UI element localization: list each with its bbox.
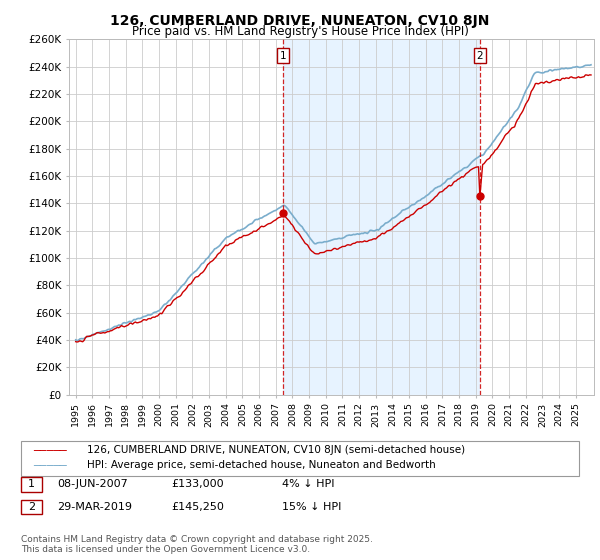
Text: 15% ↓ HPI: 15% ↓ HPI [282, 502, 341, 512]
Text: 08-JUN-2007: 08-JUN-2007 [57, 479, 128, 489]
Text: HPI: Average price, semi-detached house, Nuneaton and Bedworth: HPI: Average price, semi-detached house,… [87, 460, 436, 470]
Text: 2: 2 [28, 502, 35, 512]
Text: ─────: ───── [33, 445, 67, 455]
Text: 126, CUMBERLAND DRIVE, NUNEATON, CV10 8JN (semi-detached house): 126, CUMBERLAND DRIVE, NUNEATON, CV10 8J… [87, 445, 465, 455]
Text: £133,000: £133,000 [171, 479, 224, 489]
Text: 126, CUMBERLAND DRIVE, NUNEATON, CV10 8JN (semi-detached house): 126, CUMBERLAND DRIVE, NUNEATON, CV10 8J… [87, 445, 465, 455]
Text: 4% ↓ HPI: 4% ↓ HPI [282, 479, 335, 489]
Text: ─────: ───── [33, 460, 67, 470]
Text: 1: 1 [28, 479, 35, 489]
Text: Contains HM Land Registry data © Crown copyright and database right 2025.
This d: Contains HM Land Registry data © Crown c… [21, 535, 373, 554]
Bar [283, 39, 479, 395]
Text: HPI: Average price, semi-detached house, Nuneaton and Bedworth: HPI: Average price, semi-detached house,… [87, 460, 436, 470]
Text: £145,250: £145,250 [171, 502, 224, 512]
Text: 29-MAR-2019: 29-MAR-2019 [57, 502, 132, 512]
Text: 126, CUMBERLAND DRIVE, NUNEATON, CV10 8JN: 126, CUMBERLAND DRIVE, NUNEATON, CV10 8J… [110, 14, 490, 28]
Text: Price paid vs. HM Land Registry's House Price Index (HPI): Price paid vs. HM Land Registry's House … [131, 25, 469, 38]
Text: ─────: ───── [33, 460, 67, 470]
Text: ─────: ───── [33, 445, 67, 455]
Text: 1: 1 [280, 50, 286, 60]
Text: 2: 2 [476, 50, 483, 60]
